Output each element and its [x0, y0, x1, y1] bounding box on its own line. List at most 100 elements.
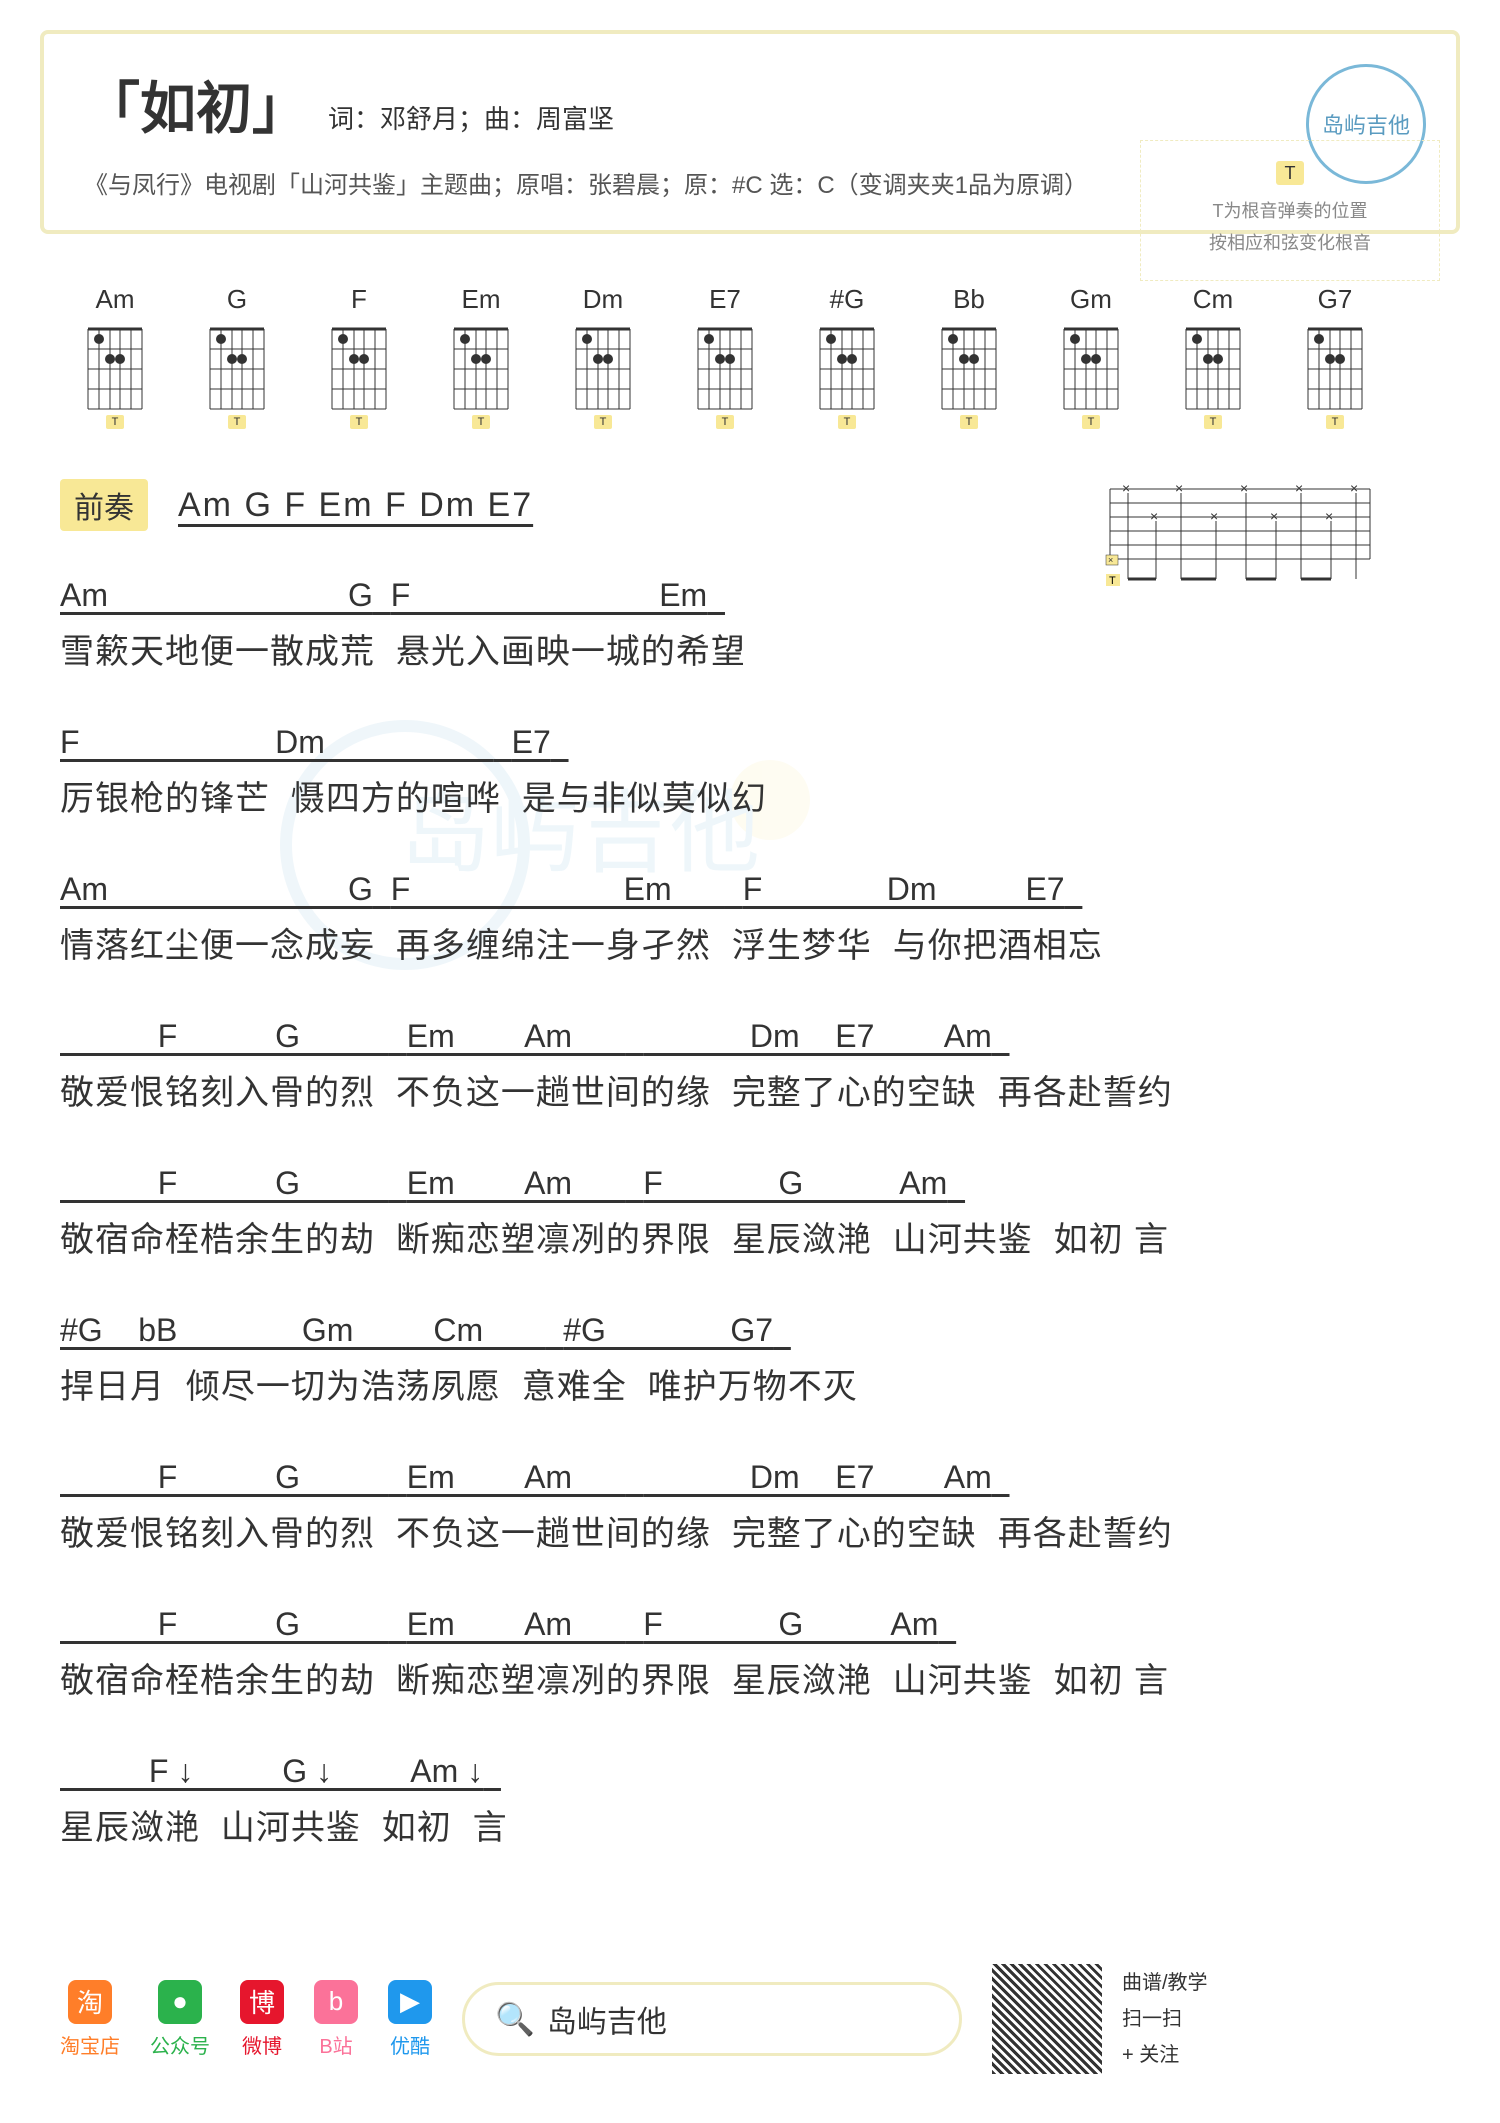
lyric-line: 星辰潋滟 山河共鉴 如初 言	[60, 1803, 1440, 1854]
social-label: 微博	[240, 2030, 284, 2059]
fretboard	[76, 321, 154, 411]
social-item[interactable]: bB站	[314, 1980, 358, 2059]
chord-name: F	[304, 284, 414, 315]
t-marker: T	[1204, 415, 1222, 429]
footer: 淘淘宝店 ● 公众号 博微博 bB站 ▶ 优酷 🔍 岛屿吉他 曲谱/教学 扫一扫 + 关注	[0, 1934, 1500, 2104]
sheet-content: 前奏 Am G F Em F Dm E7 ××××× ××××	[0, 459, 1500, 1934]
t-marker: T	[1326, 415, 1344, 429]
chord-line: #G bB Gm Cm #G G7	[60, 1306, 1440, 1354]
t-marker: T	[594, 415, 612, 429]
search-box: 🔍 岛屿吉他	[462, 1982, 962, 2056]
intro-chords: Am G F Em F Dm E7	[178, 486, 533, 525]
qr-line1: 曲谱/教学	[1122, 1965, 1208, 2001]
t-marker: T	[228, 415, 246, 429]
fretboard	[808, 321, 886, 411]
verse-block: F G Em Am Dm E7 Am 敬爱恨铭刻入骨的烈 不负这一趟世间的缘 完…	[60, 1012, 1440, 1119]
verse-block: F Dm E7 厉银枪的锋芒 慑四方的喧哗 是与非似莫似幻	[60, 718, 1440, 825]
lyric-line: 敬宿命桎梏余生的劫 断痴恋塑凛冽的界限 星辰潋滟 山河共鉴 如初 言	[60, 1656, 1440, 1707]
chord-diagram-Dm: Dm T	[548, 284, 658, 429]
chord-diagram-Bb: Bb T	[914, 284, 1024, 429]
qr-text: 曲谱/教学 扫一扫 + 关注	[1122, 1965, 1208, 2073]
social-label: 优酷	[388, 2030, 432, 2059]
social-item[interactable]: ▶ 优酷	[388, 1980, 432, 2059]
svg-text:×: ×	[1325, 508, 1333, 524]
verse-block: Am G F Em 雪簌天地便一散成荒 悬光入画映一城的希望	[60, 571, 1440, 678]
social-label: 公众号	[150, 2030, 210, 2059]
verse-block: F G Em Am F G Am 敬宿命桎梏余生的劫 断痴恋塑凛冽的界限 星辰潋…	[60, 1159, 1440, 1266]
tip-line2: 按相应和弦变化根音	[1161, 227, 1419, 259]
chord-name: Em	[426, 284, 536, 315]
fretboard	[1174, 321, 1252, 411]
lyric-line: 敬宿命桎梏余生的劫 断痴恋塑凛冽的界限 星辰潋滟 山河共鉴 如初 言	[60, 1215, 1440, 1266]
tip-box: T T为根音弹奏的位置 按相应和弦变化根音	[1140, 140, 1440, 281]
social-icon: ▶	[388, 1980, 432, 2024]
lyric-line: 敬爱恨铭刻入骨的烈 不负这一趟世间的缘 完整了心的空缺 再各赴誓约	[60, 1068, 1440, 1119]
t-marker: T	[960, 415, 978, 429]
fretboard	[1052, 321, 1130, 411]
chord-name: E7	[670, 284, 780, 315]
lyric-line: 雪簌天地便一散成荒 悬光入画映一城的希望	[60, 627, 1440, 678]
svg-text:×: ×	[1108, 555, 1113, 565]
chord-line: F G Em Am F G Am	[60, 1159, 1440, 1207]
svg-text:×: ×	[1295, 480, 1303, 496]
chord-name: Dm	[548, 284, 658, 315]
svg-text:×: ×	[1210, 508, 1218, 524]
verse-block: F G Em Am Dm E7 Am 敬爱恨铭刻入骨的烈 不负这一趟世间的缘 完…	[60, 1453, 1440, 1560]
t-marker: T	[838, 415, 856, 429]
intro-row: 前奏 Am G F Em F Dm E7 ××××× ××××	[60, 479, 1440, 531]
chord-diagram-E7: E7 T	[670, 284, 780, 429]
qr-line2: 扫一扫	[1122, 2001, 1208, 2037]
tip-line1: T为根音弹奏的位置	[1161, 195, 1419, 227]
chord-diagram-Am: Am T	[60, 284, 170, 429]
qr-area: 曲谱/教学 扫一扫 + 关注	[992, 1964, 1208, 2074]
chord-line: F ↓ G ↓ Am ↓	[60, 1747, 1440, 1795]
chord-diagram-Cm: Cm T	[1158, 284, 1268, 429]
t-marker: T	[350, 415, 368, 429]
chord-line: F G Em Am Dm E7 Am	[60, 1453, 1440, 1501]
svg-text:×: ×	[1240, 480, 1248, 496]
qr-code	[992, 1964, 1102, 2074]
fretboard	[1296, 321, 1374, 411]
title-row: 「如初」 词：邓舒月；曲：周富坚	[84, 64, 1416, 145]
t-marker: T	[106, 415, 124, 429]
chord-line: F G Em Am F G Am	[60, 1600, 1440, 1648]
verses-container: Am G F Em 雪簌天地便一散成荒 悬光入画映一城的希望 F Dm E7 厉银…	[60, 571, 1440, 1854]
fretboard	[198, 321, 276, 411]
chord-diagram-#G: #G T	[792, 284, 902, 429]
chord-name: Am	[60, 284, 170, 315]
fretboard	[564, 321, 642, 411]
song-title: 「如初」	[84, 64, 308, 145]
chord-line: F G Em Am Dm E7 Am	[60, 1012, 1440, 1060]
fretboard	[930, 321, 1008, 411]
chord-name: G	[182, 284, 292, 315]
chord-name: Bb	[914, 284, 1024, 315]
credits: 词：邓舒月；曲：周富坚	[328, 99, 614, 136]
chord-name: G7	[1280, 284, 1390, 315]
search-icon: 🔍	[495, 2000, 535, 2038]
lyric-line: 捍日月 倾尽一切为浩荡夙愿 意难全 唯护万物不灭	[60, 1362, 1440, 1413]
chord-line: Am G F Em F Dm E7	[60, 865, 1440, 913]
fretboard	[686, 321, 764, 411]
chord-diagram-F: F T	[304, 284, 414, 429]
social-links: 淘淘宝店 ● 公众号 博微博 bB站 ▶ 优酷	[60, 1980, 432, 2059]
social-icon: b	[314, 1980, 358, 2024]
chord-diagram-G7: G7 T	[1280, 284, 1390, 429]
social-item[interactable]: 博微博	[240, 1980, 284, 2059]
t-marker: T	[472, 415, 490, 429]
svg-text:×: ×	[1122, 480, 1130, 496]
social-label: 淘宝店	[60, 2030, 120, 2059]
social-item[interactable]: 淘淘宝店	[60, 1980, 120, 2059]
chord-diagram-G: G T	[182, 284, 292, 429]
t-marker: T	[716, 415, 734, 429]
svg-text:×: ×	[1350, 480, 1358, 496]
t-marker: T	[1082, 415, 1100, 429]
fretboard	[320, 321, 398, 411]
svg-text:×: ×	[1175, 480, 1183, 496]
social-item[interactable]: ● 公众号	[150, 1980, 210, 2059]
social-icon: 淘	[68, 1980, 112, 2024]
social-icon: ●	[158, 1980, 202, 2024]
verse-block: F G Em Am F G Am 敬宿命桎梏余生的劫 断痴恋塑凛冽的界限 星辰潋…	[60, 1600, 1440, 1707]
chord-name: Gm	[1036, 284, 1146, 315]
chord-diagrams-row: Am T	[0, 254, 1500, 459]
lyric-line: 厉银枪的锋芒 慑四方的喧哗 是与非似莫似幻	[60, 774, 1440, 825]
